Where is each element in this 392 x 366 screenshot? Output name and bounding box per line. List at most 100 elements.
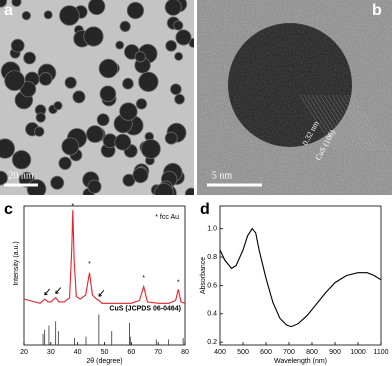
panel-label: b	[372, 2, 382, 19]
x-tick-label: 1100	[373, 349, 388, 356]
nanoparticle	[0, 170, 8, 186]
x-tick-label: 60	[127, 349, 135, 356]
peak-marker: *	[71, 203, 74, 210]
nanoparticle	[115, 40, 125, 50]
nanoparticle	[43, 10, 53, 20]
nanoparticle	[10, 38, 25, 53]
nanoparticle-texture	[228, 23, 352, 147]
x-axis-label: Wavelength (nm)	[274, 358, 327, 365]
data-line	[23, 210, 186, 304]
nanoparticle	[140, 139, 161, 159]
nanoparticle	[0, 0, 8, 8]
y-tick-label: 1.0	[207, 226, 217, 233]
nanoparticle	[53, 101, 63, 111]
y-tick-label: 0.4	[207, 311, 217, 318]
nanoparticle	[86, 125, 104, 143]
nanoparticle	[87, 179, 102, 194]
lattice-fringe	[311, 94, 348, 151]
nanoparticle	[170, 83, 182, 96]
peak-marker: *	[88, 261, 91, 268]
x-tick-label: 40	[74, 349, 82, 356]
lattice-fringe	[351, 94, 388, 151]
nanoparticle	[174, 93, 185, 105]
lattice-fringe	[319, 94, 356, 151]
nanoparticle	[126, 1, 145, 20]
nanoparticle	[64, 76, 77, 89]
x-tick-label: 800	[306, 349, 318, 356]
nanoparticle	[50, 175, 65, 190]
nanoparticle	[175, 29, 192, 46]
x-tick-label: 20	[20, 349, 28, 356]
nanoparticle	[98, 58, 119, 79]
nanoparticle	[138, 71, 159, 92]
x-tick-label: 1000	[350, 349, 366, 356]
nanoparticle	[99, 85, 117, 103]
lattice-fringe	[299, 94, 336, 151]
scale-bar-label: 5 nm	[212, 170, 233, 181]
y-tick-label: 0.6	[207, 282, 217, 289]
x-axis-label: 2θ (degree)	[86, 358, 122, 365]
series-label: CuS (JCPDS 06-0464)	[109, 306, 181, 313]
x-tick-label: 80	[181, 349, 189, 356]
lattice-fringe	[315, 94, 352, 151]
peak-marker: *	[142, 275, 145, 282]
peak-marker: *	[177, 279, 180, 286]
nanoparticle	[119, 102, 138, 121]
legend-note: * fcc Au	[155, 214, 179, 221]
x-tick-label: 70	[154, 349, 162, 356]
nanoparticle	[132, 167, 149, 184]
lattice-fringe	[303, 94, 340, 151]
nanoparticle	[119, 20, 131, 32]
nanoparticle	[0, 138, 16, 159]
x-tick-label: 500	[237, 349, 249, 356]
arrow	[98, 290, 105, 297]
lattice-fringe	[347, 94, 384, 151]
nanoparticle	[83, 26, 104, 47]
nanoparticle	[135, 98, 148, 110]
x-tick-label: 900	[329, 349, 341, 356]
lattice-fringe	[327, 94, 364, 151]
arrow	[44, 288, 51, 296]
lattice-fringe	[335, 94, 372, 151]
nanoparticle	[59, 5, 80, 26]
nanoparticle	[174, 52, 184, 61]
nanoparticle	[134, 51, 146, 63]
nanoparticle	[61, 137, 80, 156]
nanoparticle	[11, 150, 32, 170]
nanoparticle	[164, 131, 178, 145]
nanoparticle	[122, 77, 134, 90]
nanoparticle	[165, 40, 177, 52]
panel-label: a	[4, 2, 13, 19]
tem-image-b	[197, 0, 392, 195]
scale-bar-label: 20 nm	[8, 170, 34, 181]
panel-label: d	[200, 201, 210, 218]
y-tick-label: 0.2	[207, 339, 217, 346]
nanoparticle	[96, 113, 110, 127]
x-tick-label: 30	[47, 349, 55, 356]
y-tick-label: 0.8	[207, 254, 217, 261]
lattice-fringe	[331, 94, 368, 151]
nanoparticle	[21, 11, 31, 21]
data-line	[219, 227, 382, 328]
nanoparticle	[164, 0, 182, 16]
y-axis-label: Intensity (a.u.)	[13, 241, 20, 285]
nanoparticle	[23, 51, 36, 65]
nanoparticle	[35, 112, 46, 123]
nanoparticle	[184, 187, 194, 195]
nanoparticle	[26, 179, 47, 195]
x-tick-label: 600	[260, 349, 272, 356]
nanoparticle	[58, 156, 72, 170]
x-tick-label: 400	[214, 349, 226, 356]
x-tick-label: 700	[283, 349, 295, 356]
arrow	[55, 287, 62, 295]
nanoparticle	[4, 70, 25, 91]
lattice-fringe	[339, 94, 376, 151]
nanoparticle	[173, 20, 184, 31]
x-tick-label: 50	[101, 349, 109, 356]
lattice-fringe	[323, 94, 360, 151]
panel-label: c	[4, 201, 13, 218]
nanoparticle	[38, 72, 53, 86]
plot-frame	[23, 205, 186, 346]
